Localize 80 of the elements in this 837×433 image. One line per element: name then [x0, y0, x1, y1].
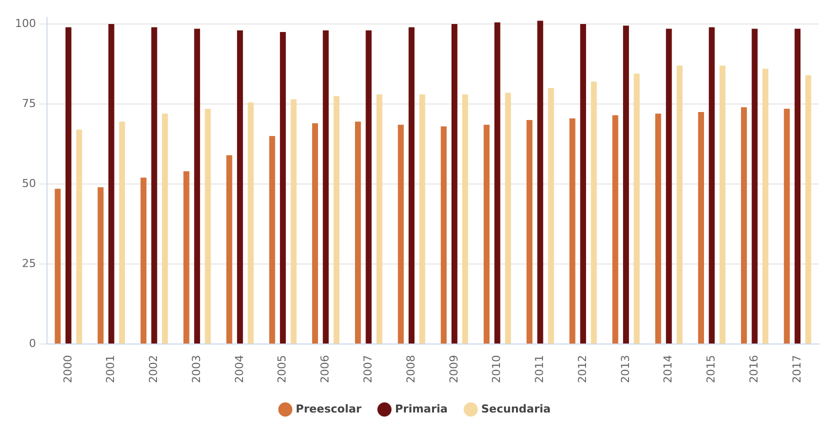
bar — [666, 28, 672, 344]
bar — [162, 114, 168, 344]
bar — [151, 27, 158, 344]
bar — [548, 88, 554, 344]
x-tick-label: 2002 — [147, 355, 160, 384]
bar — [494, 22, 500, 344]
x-tick-label: 2010 — [490, 355, 504, 384]
bar — [419, 94, 426, 344]
x-tick-label: 2008 — [404, 355, 418, 384]
bar — [226, 155, 232, 344]
bar — [280, 32, 286, 344]
legend-label: Secundaria — [481, 402, 551, 416]
bar — [76, 130, 82, 344]
x-tick-label: 2014 — [662, 355, 675, 384]
y-tick-label: 100 — [14, 16, 36, 30]
bar — [312, 123, 318, 344]
bar — [119, 122, 125, 344]
bar — [108, 24, 114, 344]
bar — [537, 20, 544, 344]
x-tick-label: 2009 — [447, 355, 460, 384]
bar — [290, 99, 297, 344]
y-tick-label: 50 — [22, 176, 36, 190]
legend-label: Preescolar — [296, 402, 362, 416]
bar — [204, 108, 211, 344]
bar — [98, 187, 104, 344]
y-tick-label: 75 — [22, 96, 36, 110]
bar — [784, 108, 790, 344]
bar — [194, 28, 200, 344]
bar — [65, 27, 72, 344]
x-tick-label: 2017 — [790, 355, 804, 384]
bar — [54, 188, 61, 344]
y-tick-label: 25 — [22, 256, 36, 270]
bar — [708, 27, 715, 344]
bar — [237, 30, 243, 344]
x-tick-label: 2015 — [704, 355, 718, 384]
bar — [505, 92, 512, 344]
bar — [462, 94, 468, 344]
bar — [269, 136, 276, 344]
bar — [140, 178, 146, 344]
bar — [248, 102, 254, 344]
bar — [762, 68, 768, 344]
x-tick-label: 2007 — [362, 355, 375, 384]
x-tick-label: 2001 — [104, 355, 118, 384]
bar — [720, 66, 726, 344]
bar — [805, 75, 812, 344]
bar — [612, 115, 618, 344]
legend-label: Primaria — [394, 402, 448, 416]
bar — [794, 28, 801, 344]
x-tick-label: 2004 — [232, 355, 246, 384]
bar — [440, 126, 447, 344]
bar — [580, 24, 586, 344]
bar — [334, 96, 340, 344]
x-tick-label: 2012 — [576, 355, 589, 384]
bar — [398, 124, 404, 344]
bar — [623, 26, 629, 344]
x-tick-label: 2006 — [318, 355, 332, 384]
bar — [569, 118, 576, 344]
bar — [408, 27, 414, 344]
y-tick-label: 0 — [28, 336, 36, 350]
bar — [526, 120, 532, 344]
bar — [676, 66, 683, 344]
bar — [740, 107, 747, 344]
bar — [698, 112, 704, 344]
bar — [655, 114, 662, 344]
bar — [484, 124, 490, 344]
x-tick-label: 2005 — [276, 355, 289, 384]
bar — [322, 30, 329, 344]
bar — [634, 74, 640, 344]
bar — [590, 82, 597, 344]
bar — [183, 171, 190, 344]
bar — [752, 28, 758, 344]
bar — [451, 24, 458, 344]
x-tick-label: 2000 — [61, 355, 74, 384]
bar — [366, 30, 372, 344]
x-tick-label: 2011 — [533, 355, 546, 384]
x-tick-label: 2013 — [618, 355, 632, 384]
x-tick-label: 2016 — [748, 355, 761, 384]
x-tick-label: 2003 — [190, 355, 203, 384]
bar — [354, 122, 361, 344]
bar — [376, 94, 382, 344]
